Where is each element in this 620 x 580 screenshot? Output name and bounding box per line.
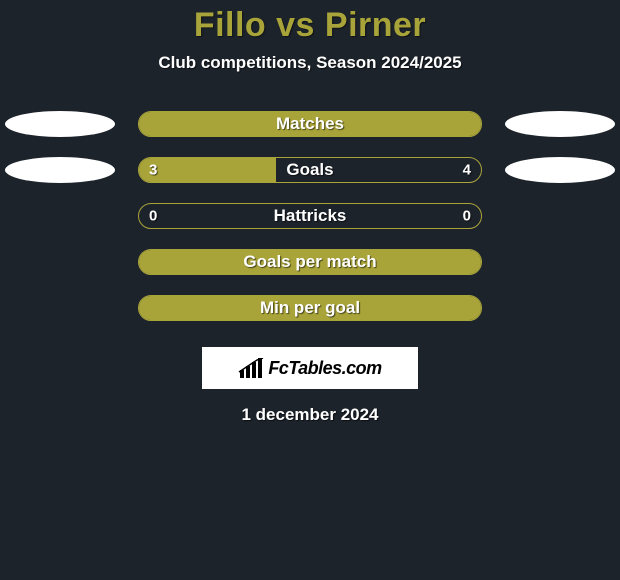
stat-bar: Goals per match	[138, 249, 482, 275]
stat-row: Goals34	[0, 147, 620, 193]
stat-bar: Goals34	[138, 157, 482, 183]
stat-value-left: 3	[149, 162, 157, 179]
stat-bar: Min per goal	[138, 295, 482, 321]
footer-date: 1 december 2024	[0, 405, 620, 425]
stat-bar-fill	[139, 250, 481, 274]
comparison-infographic: Fillo vs Pirner Club competitions, Seaso…	[0, 0, 620, 580]
stat-row: Hattricks0 0	[0, 193, 620, 239]
stat-rows: MatchesGoals34Hattricks00Goals per match…	[0, 101, 620, 331]
player-disc-left	[5, 157, 115, 183]
stat-value-right: 0	[463, 208, 471, 225]
stat-value-left: 0	[149, 208, 157, 225]
stat-row: Goals per match	[0, 239, 620, 285]
stat-bar: Matches	[138, 111, 482, 137]
stat-bar-fill	[139, 112, 481, 136]
stat-bar-fill	[139, 296, 481, 320]
brand-badge: FcTables.com	[202, 347, 418, 389]
page-subtitle: Club competitions, Season 2024/2025	[0, 53, 620, 73]
stat-row: Matches	[0, 101, 620, 147]
stat-value-right: 4	[463, 162, 471, 179]
stat-bar: Hattricks0 0	[138, 203, 482, 229]
stat-row: Min per goal	[0, 285, 620, 331]
brand-chart-icon	[238, 358, 264, 378]
brand-text: FcTables.com	[268, 358, 381, 379]
player-disc-right	[505, 111, 615, 137]
page-title: Fillo vs Pirner	[0, 6, 620, 45]
stat-bar-fill-left	[139, 158, 276, 182]
player-disc-left	[5, 111, 115, 137]
player-disc-right	[505, 157, 615, 183]
stat-label: Hattricks	[139, 206, 481, 226]
